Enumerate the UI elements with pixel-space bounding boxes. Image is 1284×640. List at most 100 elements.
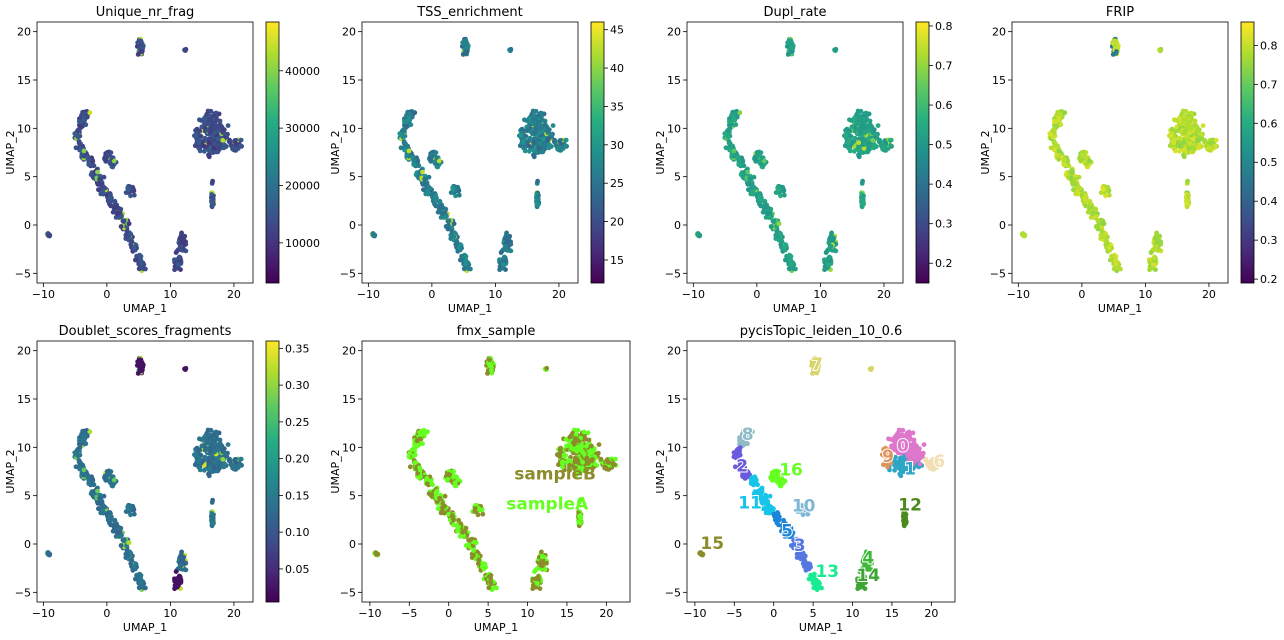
data-point <box>174 265 180 271</box>
y-tick-label: 5 <box>349 171 356 184</box>
data-point <box>1106 192 1112 198</box>
data-point <box>443 224 449 229</box>
data-point <box>846 140 851 146</box>
data-point <box>451 221 457 227</box>
data-point <box>768 224 774 229</box>
data-point <box>370 231 376 237</box>
data-point <box>45 550 51 556</box>
data-point <box>131 192 137 198</box>
data-point <box>139 45 144 51</box>
data-point <box>222 142 228 148</box>
data-point <box>464 45 469 51</box>
y-tick-label: 5 <box>999 171 1006 184</box>
data-point <box>175 581 181 586</box>
x-tick-label: 10 <box>163 288 177 301</box>
data-point <box>860 201 866 207</box>
data-point <box>179 549 185 555</box>
data-point <box>201 148 207 154</box>
data-point <box>1090 210 1096 216</box>
y-tick-label: 10 <box>667 122 681 135</box>
data-point <box>182 248 188 253</box>
colorbar-tick-label: 30000 <box>285 122 320 135</box>
data-point <box>1061 157 1067 162</box>
data-point <box>733 122 739 128</box>
colorbar-tick-label: 35 <box>610 100 624 113</box>
data-point <box>503 244 509 249</box>
data-point <box>449 233 455 239</box>
data-point <box>1056 117 1062 123</box>
y-tick-label: 0 <box>349 219 356 232</box>
data-point <box>545 137 551 143</box>
data-point <box>1150 262 1156 267</box>
data-point <box>1048 131 1053 137</box>
x-tick-label: 0 <box>103 288 110 301</box>
data-point <box>97 176 102 182</box>
data-point <box>1154 235 1160 241</box>
data-point <box>179 230 185 236</box>
colorbar-tick-label: 15 <box>610 254 624 267</box>
data-point <box>440 210 446 216</box>
data-point <box>125 187 131 192</box>
data-point <box>83 122 89 128</box>
data-point <box>220 456 226 462</box>
data-point <box>176 255 182 261</box>
data-point <box>731 111 737 117</box>
data-point <box>230 145 236 151</box>
data-point <box>786 266 792 272</box>
data-point <box>121 218 127 224</box>
data-point <box>104 154 110 160</box>
data-point <box>91 163 97 169</box>
scatter-points <box>44 355 245 593</box>
data-point <box>1070 169 1075 175</box>
data-point <box>201 467 207 473</box>
data-point <box>1099 233 1105 239</box>
y-tick-label: −5 <box>665 267 681 280</box>
data-point <box>86 157 92 162</box>
data-point <box>862 130 867 136</box>
data-point <box>789 49 794 54</box>
data-point <box>111 158 117 164</box>
data-point <box>416 163 422 169</box>
y-tick-label: 15 <box>342 74 356 87</box>
data-point <box>87 162 93 168</box>
data-point <box>206 152 211 158</box>
data-point <box>81 117 87 123</box>
y-tick-label: 15 <box>667 74 681 87</box>
data-point <box>81 148 87 154</box>
panel-title: Dupl_rate <box>763 5 826 20</box>
data-point <box>781 245 787 251</box>
y-axis-label: UMAP_2 <box>979 130 992 174</box>
data-point <box>238 456 244 462</box>
data-point <box>1213 143 1218 149</box>
data-point <box>193 452 199 458</box>
data-point <box>851 148 857 154</box>
data-point <box>398 131 403 137</box>
data-point <box>741 163 747 169</box>
data-point <box>1179 121 1185 127</box>
data-point <box>423 191 429 197</box>
data-point <box>217 437 223 443</box>
axes-frame <box>36 21 254 284</box>
data-point <box>206 140 212 146</box>
data-point <box>212 140 218 146</box>
data-point <box>128 238 134 244</box>
data-point <box>207 129 213 135</box>
colorbar-tick-label: 0.3 <box>935 218 953 231</box>
data-point <box>77 141 83 147</box>
data-point <box>825 262 831 267</box>
data-point <box>463 261 469 267</box>
data-point <box>746 187 751 193</box>
data-point <box>737 110 743 116</box>
colorbar-tick-label: 30 <box>610 139 624 152</box>
data-point <box>1185 201 1191 207</box>
scatter-points <box>369 36 569 274</box>
data-point <box>504 235 510 241</box>
colorbar-tick-label: 0.8 <box>1260 39 1278 52</box>
data-point <box>538 110 544 116</box>
data-point <box>1169 126 1175 132</box>
data-point <box>73 131 78 137</box>
data-point <box>1076 184 1081 190</box>
colorbar-tick-label: 0.4 <box>1260 195 1278 208</box>
colorbar-tick-label: 0.6 <box>935 99 953 112</box>
data-point <box>1101 221 1107 227</box>
